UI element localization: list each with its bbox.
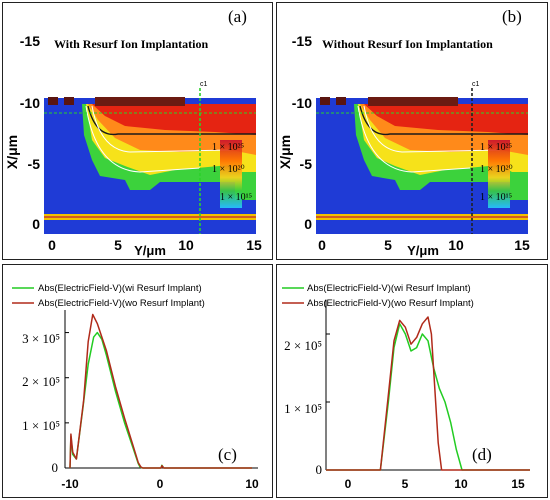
xtick-label: 15 [511, 477, 525, 491]
contact-small [336, 97, 346, 105]
ytick-label: -10 [292, 95, 312, 111]
xtick-label: 15 [514, 237, 530, 253]
xticks-c: -10 0 10 [61, 477, 259, 491]
xticks-d: 0 5 10 15 [345, 477, 525, 491]
ytick-label: -15 [292, 33, 312, 49]
xtick-label: 0 [318, 237, 326, 253]
ytick-label: 0 [52, 460, 59, 475]
panel-label-a: (a) [228, 7, 247, 26]
junction-line [359, 105, 528, 136]
plot-d [326, 316, 530, 471]
series-line-wi-resurf [326, 323, 530, 471]
panel-label-b: (b) [502, 7, 522, 26]
xticks-a: 0 5 10 15 [48, 237, 262, 253]
legend-label-wi: Abs(ElectricField-V)(wi Resurf Implant) [307, 283, 471, 294]
contour-white [91, 105, 231, 153]
contour-white [363, 105, 501, 153]
colorbar-label: 1 × 10²⁰ [480, 164, 513, 175]
contact-small [48, 97, 58, 105]
ytick-label: 1 × 10⁵ [284, 401, 322, 416]
ytick-label: 3 × 10⁵ [22, 331, 60, 346]
region-red [364, 104, 528, 135]
legend-label-wi: Abs(ElectricField-V)(wi Resurf Implant) [38, 283, 202, 294]
contour-white [85, 105, 201, 173]
colorbar [220, 140, 242, 208]
plot-c [65, 313, 252, 469]
yticks-d: 0 1 × 10⁵ 2 × 10⁵ [284, 338, 322, 477]
junction-line [87, 105, 256, 136]
ytick-label: -5 [28, 156, 41, 172]
panel-label-c: (c) [218, 445, 237, 464]
ytick-label: 2 × 10⁵ [22, 374, 60, 389]
ytick-label: -10 [20, 95, 40, 111]
panel-label-d: (d) [472, 445, 492, 464]
xtick-label: 5 [384, 237, 392, 253]
xticks-b: 0 5 10 15 [318, 237, 530, 253]
ylabel-b: X/μm [277, 135, 293, 169]
legend-d: Abs(ElectricField-V)(wi Resurf Implant) … [282, 283, 474, 309]
legend-label-wo: Abs(ElectricField-V)(wo Resurf Implant) [38, 298, 205, 309]
panel-title-b: Without Resurf Ion Implantation [322, 37, 493, 51]
colorbar-label: 1 × 10¹⁵ [480, 192, 512, 203]
xtick-label: 10 [448, 237, 464, 253]
series-line-wo-resurf [326, 316, 530, 471]
xlabel-a: Y/μm [134, 243, 166, 258]
colorbar [488, 140, 510, 208]
colorbar-labels-b: 1 × 10²⁵ 1 × 10²⁰ 1 × 10¹⁵ [480, 142, 513, 203]
xtick-label: 10 [454, 477, 468, 491]
xtick-label: 10 [245, 477, 259, 491]
ylabel-a: X/μm [4, 135, 20, 169]
xtick-label: 0 [345, 477, 352, 491]
colorbar-label: 1 × 10²⁰ [212, 164, 245, 175]
xlabel-b: Y/μm [407, 243, 439, 258]
colorbar-label: 1 × 10²⁵ [480, 142, 512, 153]
colorbar-label: 1 × 10¹⁵ [220, 192, 252, 203]
panel-d [276, 264, 548, 498]
contact-small [320, 97, 330, 105]
ytick-label: 0 [304, 216, 312, 232]
legend-label-wo: Abs(ElectricField-V)(wo Resurf Implant) [307, 298, 474, 309]
region-red [92, 104, 256, 135]
cutline-label-b: c1 [472, 81, 480, 88]
xtick-label: 0 [48, 237, 56, 253]
xtick-label: 0 [157, 477, 164, 491]
ytick-label: 1 × 10⁵ [22, 418, 60, 433]
xtick-label: 5 [402, 477, 409, 491]
panel-title-a: With Resurf Ion Implantation [54, 37, 208, 51]
contact-small [64, 97, 74, 105]
contact-bar [95, 97, 185, 106]
contact-bar [368, 97, 458, 106]
heatmap-b [316, 88, 528, 234]
ytick-label: 0 [32, 216, 40, 232]
colorbar-labels-a: 1 × 10²⁵ 1 × 10²⁰ 1 × 10¹⁵ [212, 142, 252, 203]
ytick-label: -5 [300, 156, 313, 172]
ytick-label: 0 [316, 462, 323, 477]
yticks-c: 0 1 × 10⁵ 2 × 10⁵ 3 × 10⁵ [22, 331, 60, 475]
xtick-label: 15 [246, 237, 262, 253]
xtick-label: 10 [178, 237, 194, 253]
ytick-label: -15 [20, 33, 40, 49]
heatmap-a [44, 88, 256, 234]
panel-c [2, 264, 273, 498]
xtick-label: -10 [61, 477, 79, 491]
cutline-label-a: c1 [200, 81, 208, 88]
xtick-label: 5 [114, 237, 122, 253]
ytick-label: 2 × 10⁵ [284, 338, 322, 353]
contour-white [357, 105, 471, 173]
legend-c: Abs(ElectricField-V)(wi Resurf Implant) … [12, 283, 205, 309]
yticks-a: -15 -10 -5 0 [20, 33, 40, 232]
yticks-b: -15 -10 -5 0 [292, 33, 312, 232]
series-line-wo-resurf [69, 313, 252, 469]
colorbar-label: 1 × 10²⁵ [212, 142, 244, 153]
